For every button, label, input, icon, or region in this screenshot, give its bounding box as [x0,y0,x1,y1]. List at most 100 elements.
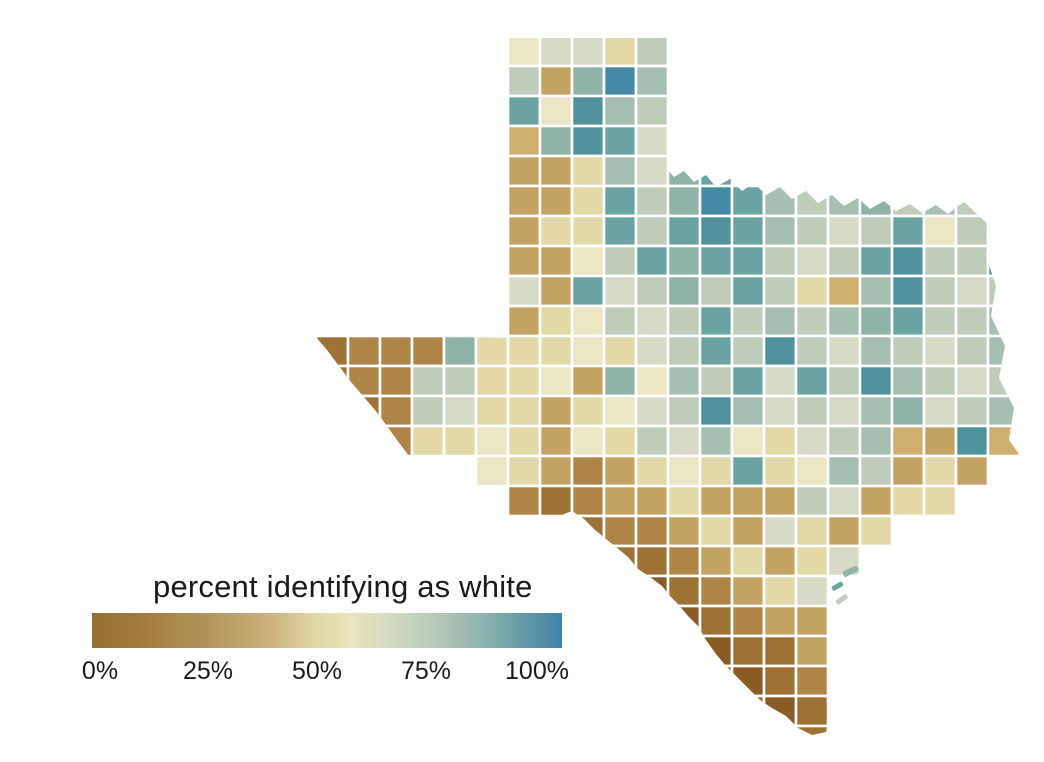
county-cell [826,184,862,218]
county-cell [634,574,670,608]
county-cell [538,304,574,338]
county-cell [986,394,1022,428]
county-cell [602,514,638,548]
county-cell [730,634,766,668]
county-cell [602,274,638,308]
county-cell [730,604,766,638]
county-cell [922,454,958,488]
county-cell [538,274,574,308]
county-cell [762,694,798,728]
county-cell [794,484,830,518]
county-cell [794,634,830,668]
county-cell [602,544,638,578]
county-cell [634,244,670,278]
county-cell [698,244,734,278]
county-cell [666,604,702,638]
county-cell [506,394,542,428]
county-cell [890,364,926,398]
county-cell [570,154,606,188]
county-cell [890,424,926,458]
county-cell [538,38,574,68]
county-cell [794,334,830,368]
county-cell [602,64,638,98]
county-cell [826,424,862,458]
county-cell [762,394,798,428]
county-cell [826,454,862,488]
county-cell [506,424,542,458]
county-cell [602,424,638,458]
county-cell [698,154,734,188]
county-cell [538,364,574,398]
county-cell [378,394,414,428]
county-cell [698,484,734,518]
county-cell [730,424,766,458]
county-cell [794,574,830,608]
county-cell [410,394,446,428]
county-cell [538,244,574,278]
county-cell [506,274,542,308]
county-cell [826,214,862,248]
county-cell [890,304,926,338]
county-cell [698,664,734,698]
county-cell [890,334,926,368]
legend-tick: 0% [81,657,119,685]
county-cell [666,304,702,338]
county-cell [666,334,702,368]
county-cell [826,484,862,518]
county-cell [538,334,574,368]
county-cell [858,334,894,368]
county-cell [506,38,542,68]
county-cell [890,184,926,218]
county-cell [378,334,414,368]
county-cell [570,424,606,458]
county-cell [570,394,606,428]
county-cell [826,394,862,428]
county-cell [794,184,830,218]
county-cell [666,244,702,278]
county-cell [922,364,958,398]
county-grid [302,38,1022,735]
county-cell [442,334,478,368]
county-cell [858,364,894,398]
county-cell [634,514,670,548]
county-cell [762,484,798,518]
county-cell [922,394,958,428]
county-cell [730,214,766,248]
county-cell [922,214,958,248]
county-cell [634,304,670,338]
county-cell [666,514,702,548]
county-cell [634,64,670,98]
county-cell [762,334,798,368]
county-cell [570,274,606,308]
county-cell [858,244,894,278]
county-cell [602,394,638,428]
county-cell [378,424,414,458]
county-cell [538,394,574,428]
county-cell [698,634,734,668]
county-cell [666,394,702,428]
county-cell [858,484,894,518]
county-cell [634,334,670,368]
county-cell [314,364,350,398]
county-cell [858,214,894,248]
county-cell [474,394,510,428]
county-cell [442,424,478,458]
county-cell [826,304,862,338]
county-cell [762,574,798,608]
county-cell [570,244,606,278]
county-cell [410,424,446,458]
county-cell [794,664,830,698]
county-cell [698,364,734,398]
county-cell [858,304,894,338]
county-cell [346,364,382,398]
legend-title: percent identifying as white [153,569,533,604]
county-cell [634,184,670,218]
county-cell [858,424,894,458]
county-cell [730,454,766,488]
county-cell [698,604,734,638]
county-cell [506,214,542,248]
county-cell [954,334,990,368]
county-cell [730,304,766,338]
county-cell [602,454,638,488]
